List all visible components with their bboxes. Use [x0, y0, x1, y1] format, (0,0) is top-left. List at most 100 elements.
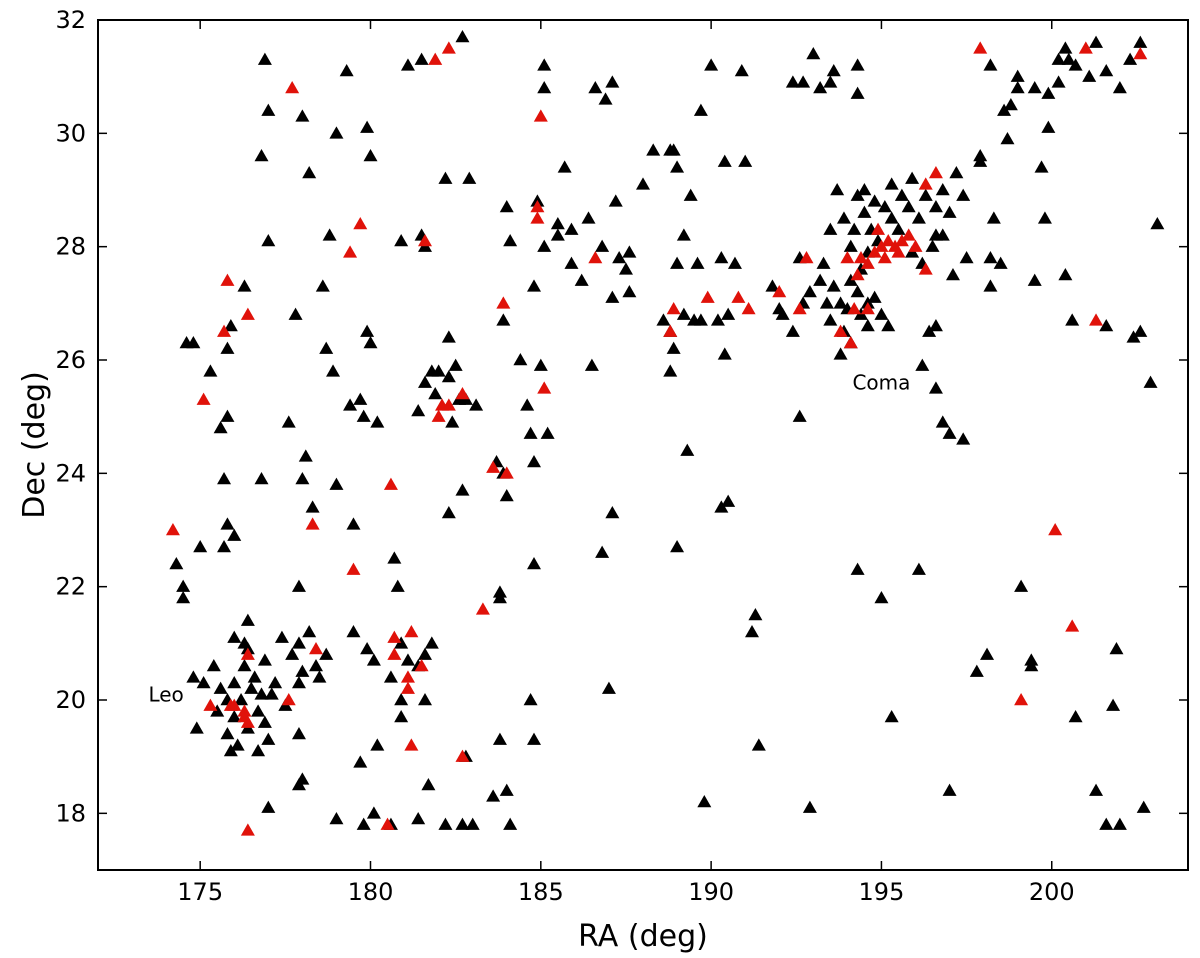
data-point-black [186, 336, 201, 349]
data-point-black [339, 64, 354, 77]
data-point-black [1150, 217, 1165, 230]
data-point-red [973, 41, 988, 54]
data-point-black [251, 704, 266, 717]
data-point-black [363, 149, 378, 162]
data-point-black [237, 659, 252, 672]
data-point-black [176, 579, 191, 592]
data-point-black [850, 285, 865, 298]
data-point-black [492, 732, 507, 745]
data-point-black [346, 517, 361, 530]
data-point-red [860, 256, 875, 269]
data-point-black [557, 160, 572, 173]
data-point-black [1010, 81, 1025, 94]
data-point-black [1106, 698, 1121, 711]
x-tick-label: 200 [1029, 878, 1075, 906]
data-point-black [394, 710, 409, 723]
data-point-red [240, 715, 255, 728]
data-point-black [203, 364, 218, 377]
data-point-red [237, 704, 252, 717]
data-point-black [816, 256, 831, 269]
data-point-black [993, 256, 1008, 269]
data-point-red [741, 302, 756, 315]
data-point-black [298, 449, 313, 462]
data-point-black [826, 64, 841, 77]
data-point-black [710, 313, 725, 326]
data-point-black [884, 710, 899, 723]
data-point-black [261, 234, 276, 247]
data-point-black [400, 58, 415, 71]
data-point-black [223, 319, 238, 332]
data-point-black [251, 744, 266, 757]
data-point-black [942, 426, 957, 439]
data-point-black [1034, 160, 1049, 173]
data-point-black [670, 256, 685, 269]
data-point-black [1041, 120, 1056, 133]
data-point-red [305, 517, 320, 530]
data-point-black [877, 200, 892, 213]
data-point-black [261, 103, 276, 116]
data-point-black [424, 364, 439, 377]
data-point-red [499, 466, 514, 479]
data-point-red [537, 381, 552, 394]
data-point-black [605, 506, 620, 519]
data-point-red [928, 166, 943, 179]
data-point-red [1014, 693, 1029, 706]
data-point-black [727, 256, 742, 269]
data-point-black [823, 313, 838, 326]
data-point-black [264, 687, 279, 700]
data-point-black [227, 710, 242, 723]
data-point-black [690, 256, 705, 269]
data-point-black [527, 732, 541, 745]
data-point-black [288, 307, 303, 320]
data-point-red [847, 302, 862, 315]
data-point-black [366, 653, 381, 666]
data-point-black [1136, 800, 1151, 813]
data-point-black [1133, 35, 1148, 48]
data-point-black [894, 188, 909, 201]
data-point-red [908, 239, 923, 252]
data-point-black [833, 347, 848, 360]
data-point-black [421, 778, 436, 791]
data-point-black [850, 188, 865, 201]
data-point-red [901, 228, 916, 241]
data-point-black [564, 256, 579, 269]
data-point-black [1024, 659, 1039, 672]
data-point-red [285, 81, 300, 94]
data-point-black [874, 307, 889, 320]
data-point-black [608, 194, 623, 207]
data-point-black [574, 273, 589, 286]
data-point-red [1089, 313, 1104, 326]
data-point-red [772, 285, 787, 298]
data-point-red [240, 307, 255, 320]
data-point-black [285, 647, 300, 660]
data-point-black [721, 494, 736, 507]
data-point-black [387, 551, 402, 564]
data-point-red [1078, 41, 1093, 54]
data-point-black [945, 268, 960, 281]
data-point-black [312, 670, 327, 683]
data-point-red [731, 290, 746, 303]
data-point-red [404, 625, 419, 638]
data-point-red [874, 239, 889, 252]
data-point-black [394, 636, 409, 649]
data-point-black [1068, 58, 1083, 71]
y-tick-label: 18 [55, 799, 86, 827]
data-point-black [1126, 330, 1141, 343]
data-point-black [499, 489, 514, 502]
data-point-black [601, 681, 616, 694]
data-point-black [438, 817, 453, 830]
data-point-black [537, 81, 552, 94]
data-point-red [281, 693, 296, 706]
y-tick-label: 30 [55, 119, 86, 147]
data-point-black [186, 670, 201, 683]
data-point-black [1061, 52, 1076, 65]
data-point-black [390, 579, 405, 592]
data-point-black [983, 251, 998, 264]
data-point-black [959, 251, 974, 264]
data-point-black [901, 200, 916, 213]
data-point-black [223, 744, 238, 757]
data-point-black [527, 557, 541, 570]
data-point-black [295, 664, 310, 677]
data-point-black [956, 188, 971, 201]
data-point-black [714, 500, 729, 513]
